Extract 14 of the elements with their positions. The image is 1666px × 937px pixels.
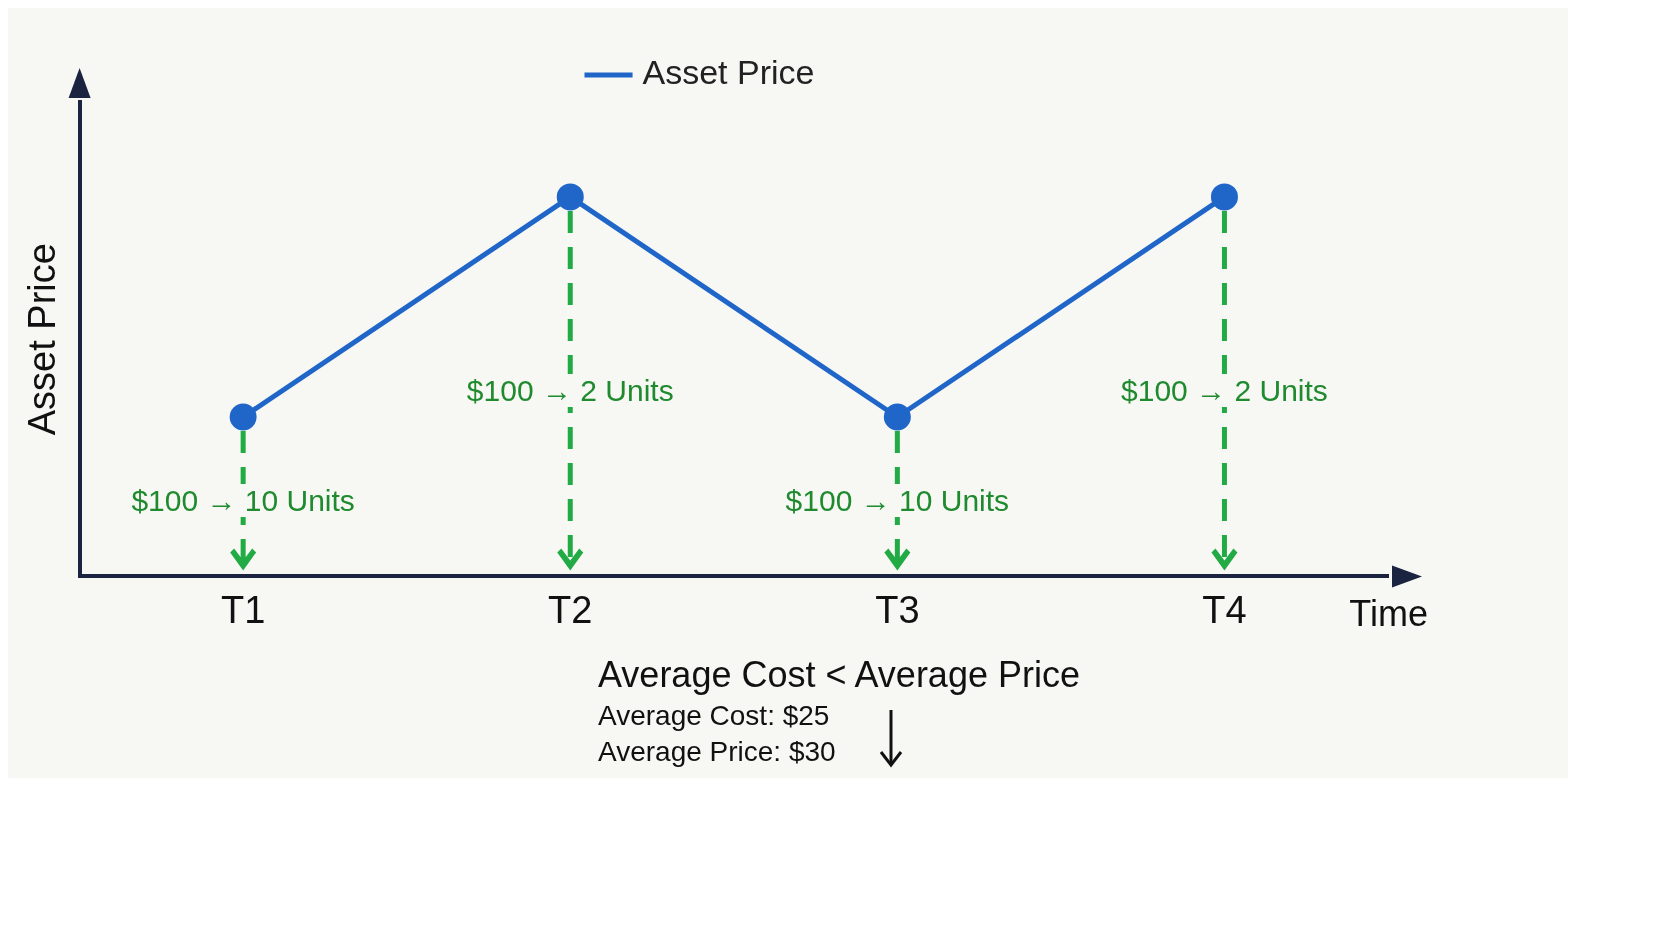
text: Average Cost: $25	[598, 700, 830, 732]
x-tick-label: T2	[548, 588, 593, 631]
x-tick-label: T4	[1202, 588, 1247, 631]
x-tick-label: T3	[875, 588, 920, 631]
annotation: $100 → 10 Units	[785, 483, 1010, 517]
text: Average Cost < Average Price	[598, 654, 1080, 696]
y-axis-title: Asset Price	[21, 243, 64, 436]
x-tick-label: T1	[220, 588, 266, 631]
legend-label: Asset Price	[642, 53, 815, 92]
annotation: $100 → 2 Units	[466, 373, 674, 407]
x-axis-title: Time	[1349, 593, 1428, 635]
annotation: $100 → 10 Units	[131, 483, 355, 517]
annotation: $100 → 2 Units	[1121, 373, 1328, 407]
text: Average Price: $30	[598, 736, 836, 768]
